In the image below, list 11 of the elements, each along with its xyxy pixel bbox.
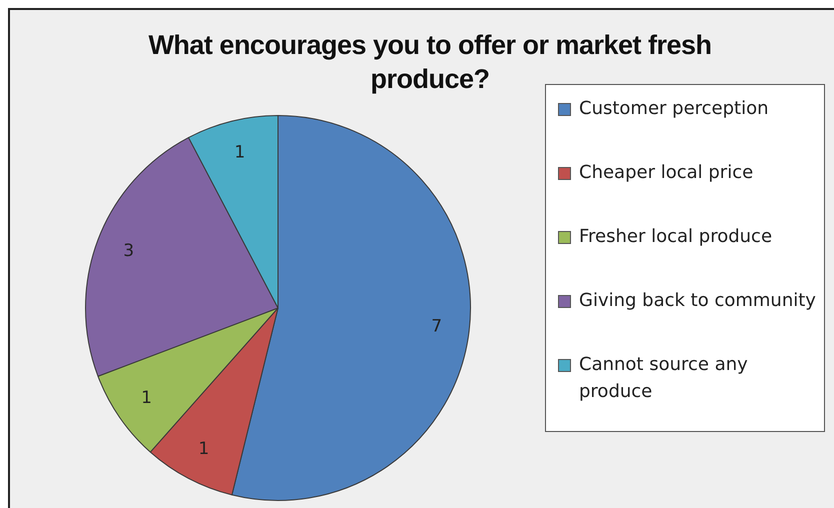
data-label: 1 [141,388,152,408]
data-label: 1 [234,142,246,162]
legend-label: Cannot source any produce [579,353,749,404]
data-label: 3 [123,240,134,261]
legend-label: Giving back to community [579,289,816,313]
legend-label: Cheaper local price [579,161,754,185]
data-label: 1 [198,438,210,459]
data-label: 7 [431,316,442,337]
legend-label: Customer perception [579,97,769,121]
legend-label: Fresher local produce [579,225,772,249]
chart-title: What encourages you to offer or market fresh produce? [147,29,713,96]
